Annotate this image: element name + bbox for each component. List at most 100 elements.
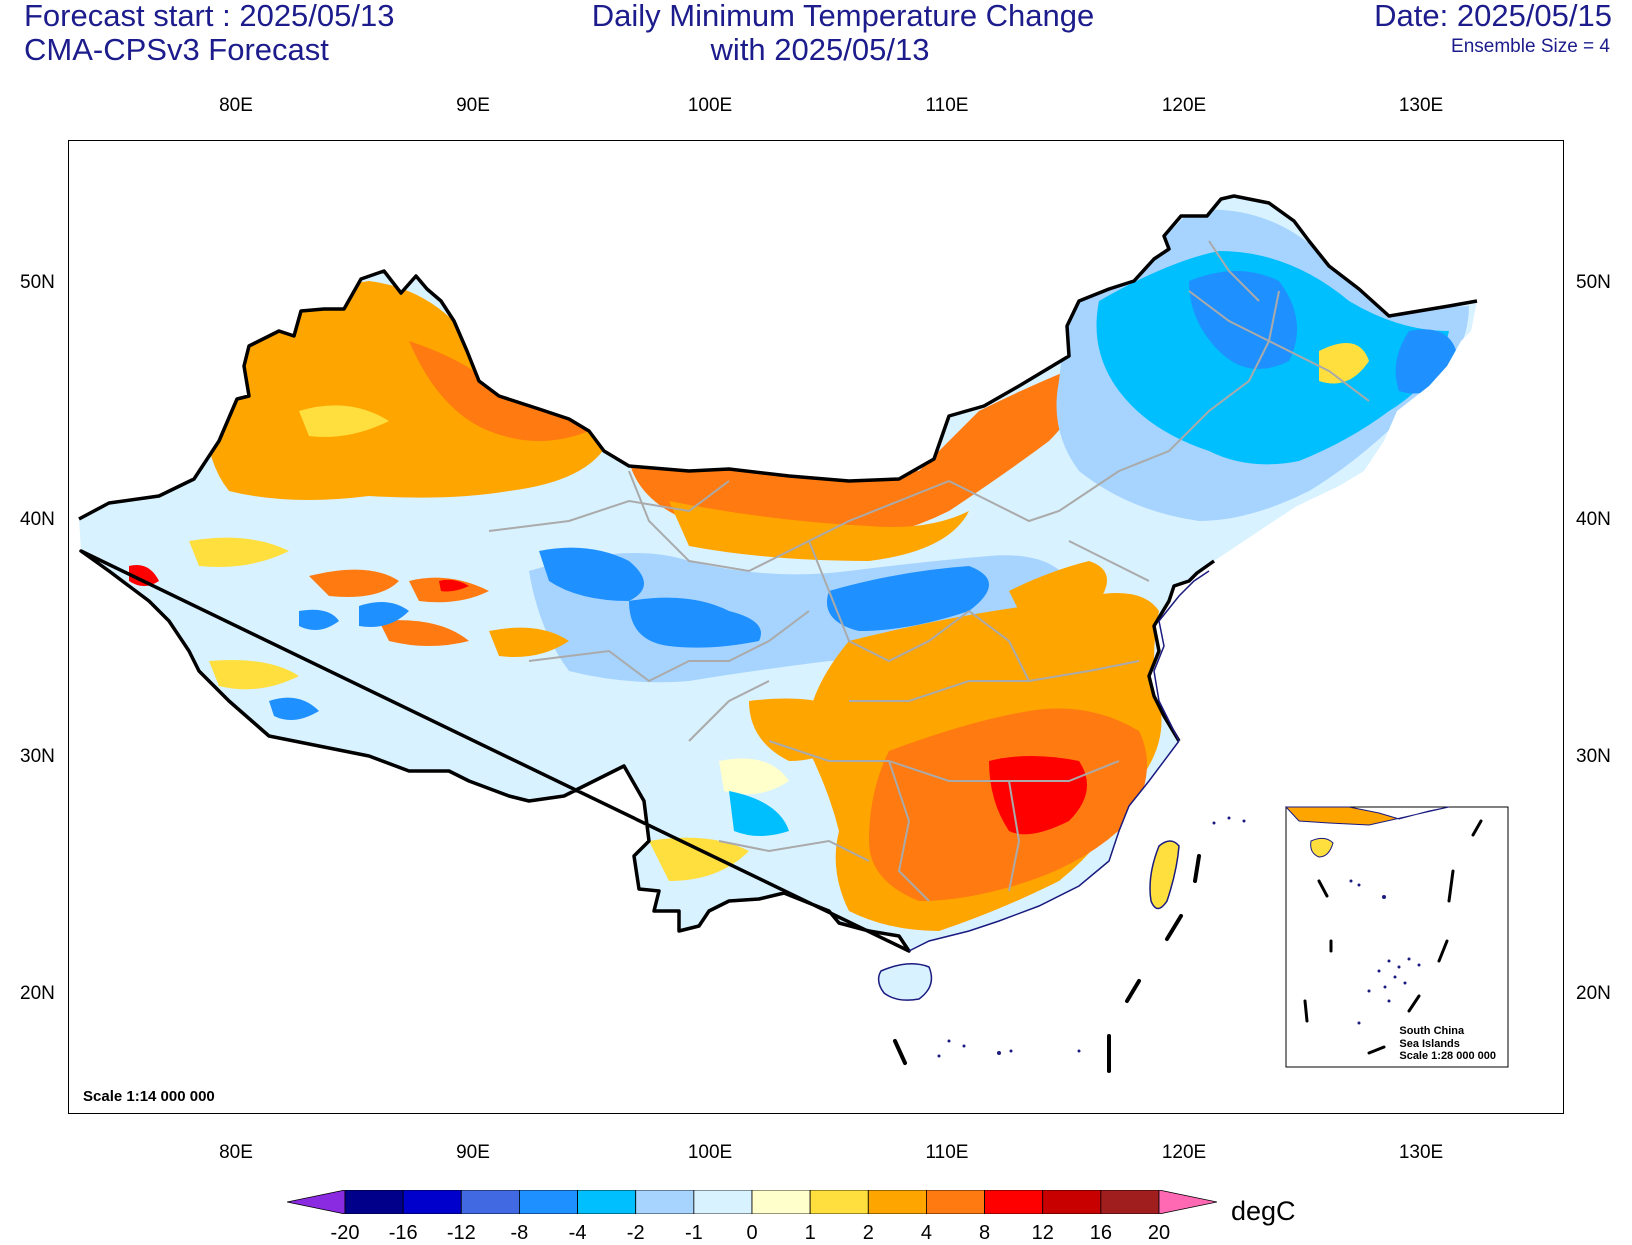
lon-label-top: 130E <box>1398 95 1444 116</box>
field-patch <box>359 602 409 627</box>
lon-label-bottom: 100E <box>687 1142 733 1163</box>
colorbar-boxes <box>287 1190 1217 1214</box>
colorbar-tick-label: -12 <box>446 1222 476 1244</box>
colorbar-tick-label: 16 <box>1089 1222 1112 1244</box>
chart-title-line1: Daily Minimum Temperature Change <box>591 0 1095 33</box>
lon-label-bottom: 90E <box>456 1142 490 1163</box>
colorbar-tick-label: -1 <box>684 1222 703 1244</box>
field-patch <box>1189 271 1297 369</box>
inset-label: South China Sea Islands Scale 1:28 000 0… <box>1399 1025 1496 1063</box>
field-patch <box>299 609 339 630</box>
colorbar-tick-label: 8 <box>979 1222 991 1244</box>
colorbar-unit-label: degC <box>1231 1196 1296 1226</box>
lon-label-top: 80E <box>219 95 253 116</box>
inset-map-content <box>1284 806 1509 1068</box>
lon-label-top: 90E <box>456 95 490 116</box>
colorbar <box>287 1190 1217 1214</box>
maritime-boundary <box>893 854 1201 1073</box>
colorbar-box <box>984 1190 1044 1214</box>
colorbar-tick-label: 1 <box>804 1222 816 1244</box>
colorbar-tick-label: 0 <box>746 1222 758 1244</box>
colorbar-box <box>1042 1190 1102 1214</box>
field-patch <box>129 565 159 586</box>
field-patch <box>1009 561 1107 615</box>
field-patch <box>439 579 469 592</box>
field-patch <box>209 660 299 690</box>
colorbar-box <box>1100 1190 1160 1214</box>
field-patch <box>206 281 609 500</box>
lat-label-right: 30N <box>1576 746 1611 767</box>
colorbar-tick-label: 4 <box>920 1222 932 1244</box>
lat-label-right: 40N <box>1576 509 1611 530</box>
field-patch <box>1395 329 1459 394</box>
inset-label-line3: Scale 1:28 000 000 <box>1399 1050 1496 1063</box>
lat-label-left: 30N <box>20 746 55 767</box>
colorbar-tick-label: 20 <box>1147 1222 1171 1244</box>
ensemble-size-label: Ensemble Size = 4 <box>1451 36 1610 57</box>
colorbar-box <box>402 1190 462 1214</box>
colorbar-box <box>751 1190 811 1214</box>
colorbar-box <box>809 1190 869 1214</box>
lon-label-bottom: 80E <box>219 1142 253 1163</box>
colorbar-tick-label: -8 <box>510 1222 529 1244</box>
field-patch <box>649 837 749 881</box>
field-patch <box>989 756 1087 835</box>
field-patch <box>299 405 389 437</box>
lat-label-left: 40N <box>20 509 55 530</box>
model-label: CMA-CPSv3 Forecast <box>24 32 329 67</box>
province-borders <box>488 240 1370 902</box>
field-patch <box>379 620 469 646</box>
taiwan-island <box>1149 840 1180 910</box>
inset-label-line1: South China <box>1399 1025 1465 1038</box>
lon-label-bottom: 110E <box>925 1142 969 1163</box>
lat-label-right: 20N <box>1576 983 1611 1004</box>
field-patch <box>719 758 789 795</box>
lat-label-left: 20N <box>20 983 55 1004</box>
map-panel: Scale 1:14 000 000 South China Sea Islan… <box>68 140 1564 1114</box>
colorbar-box <box>693 1190 753 1214</box>
colorbar-box <box>519 1190 578 1214</box>
lon-label-bottom: 120E <box>1161 1142 1207 1163</box>
field-patch <box>269 697 319 720</box>
chart-title-line2: with 2025/05/13 <box>710 32 930 67</box>
field-patch <box>669 501 969 561</box>
lon-label-bottom: 130E <box>1398 1142 1444 1163</box>
colorbar-box <box>635 1190 695 1214</box>
colorbar-triangle-high <box>1158 1190 1217 1214</box>
temperature-change-map <box>78 194 1509 1073</box>
colorbar-tick-label: -20 <box>330 1222 360 1244</box>
colorbar-box <box>867 1190 927 1214</box>
colorbar-box <box>926 1190 985 1214</box>
colorbar-tick-label: 12 <box>1031 1222 1054 1244</box>
colorbar-tick-label: -2 <box>626 1222 645 1244</box>
field-patch <box>189 537 289 567</box>
lon-label-top: 110E <box>925 95 969 116</box>
lon-label-top: 120E <box>1161 95 1207 116</box>
field-patch <box>489 627 569 657</box>
field-patch <box>749 698 859 761</box>
field-patch <box>629 366 1081 541</box>
national-border <box>78 194 1478 953</box>
inset-label-line2: Sea Islands <box>1399 1037 1460 1050</box>
map-scale-label: Scale 1:14 000 000 <box>83 1088 215 1105</box>
colorbar-box <box>344 1190 404 1214</box>
colorbar-triangle-low <box>287 1190 346 1214</box>
lat-label-right: 50N <box>1576 272 1611 293</box>
forecast-start-label: Forecast start : 2025/05/13 <box>24 0 395 33</box>
field-patch <box>729 791 789 836</box>
field-patch <box>539 547 644 601</box>
lon-label-top: 100E <box>687 95 733 116</box>
valid-date-label: Date: 2025/05/15 <box>1374 0 1612 33</box>
lat-label-left: 50N <box>20 272 55 293</box>
coastline <box>908 570 1210 952</box>
colorbar-tick-label: -16 <box>388 1222 418 1244</box>
colorbar-box <box>577 1190 637 1214</box>
field-patch <box>827 566 989 631</box>
field-patch <box>629 597 761 648</box>
field-patch <box>309 569 399 597</box>
colorbar-box <box>460 1190 520 1214</box>
scattered-islands <box>937 816 1246 1058</box>
colorbar-tick-label: 2 <box>862 1222 874 1244</box>
south-china-sea-inset: South China Sea Islands Scale 1:28 000 0… <box>1286 807 1508 1069</box>
colorbar-tick-label: -4 <box>568 1222 587 1244</box>
